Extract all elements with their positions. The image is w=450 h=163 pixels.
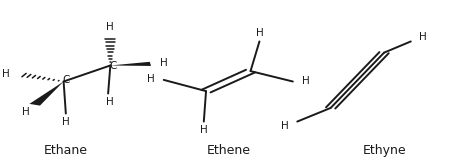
Text: H: H [302, 76, 310, 87]
Text: C: C [62, 75, 69, 85]
Text: H: H [107, 22, 114, 32]
Text: Ethene: Ethene [206, 144, 250, 157]
Text: C: C [109, 61, 116, 71]
Text: H: H [62, 117, 70, 127]
Text: H: H [147, 74, 154, 84]
Text: H: H [419, 32, 427, 42]
Text: H: H [22, 107, 30, 117]
Text: H: H [107, 97, 114, 107]
Text: H: H [2, 69, 9, 79]
Polygon shape [110, 62, 151, 66]
Polygon shape [29, 82, 63, 106]
Text: H: H [160, 58, 168, 68]
Text: H: H [200, 125, 208, 135]
Text: H: H [281, 121, 289, 131]
Text: Ethyne: Ethyne [362, 144, 406, 157]
Text: H: H [256, 28, 264, 38]
Text: Ethane: Ethane [44, 144, 88, 157]
